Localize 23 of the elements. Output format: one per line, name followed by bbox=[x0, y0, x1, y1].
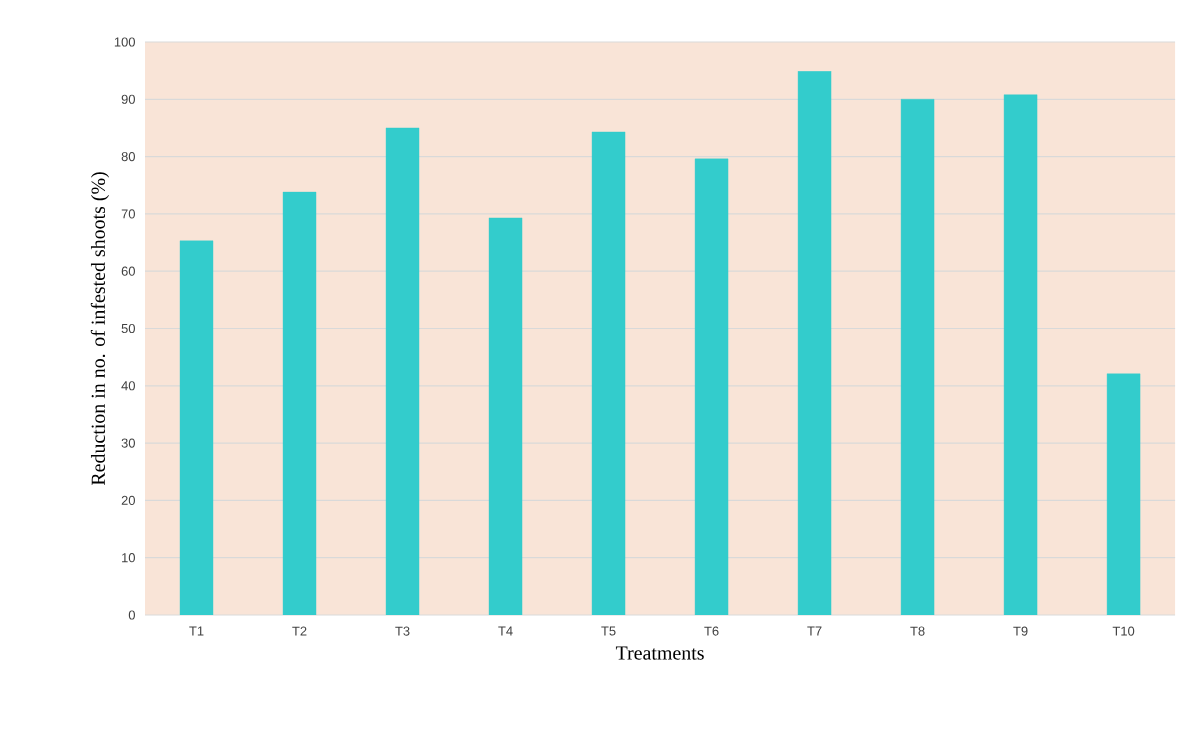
x-tick-label: T3 bbox=[395, 626, 410, 636]
y-tick-label: 10 bbox=[122, 553, 135, 563]
x-tick-label: T1 bbox=[189, 626, 204, 636]
y-tick-label: 0 bbox=[128, 610, 135, 620]
x-tick-label: T5 bbox=[601, 626, 616, 636]
y-tick-label: 20 bbox=[121, 495, 135, 505]
y-tick-label: 50 bbox=[121, 323, 135, 334]
x-tick-label: T4 bbox=[498, 626, 513, 636]
y-tick-label: 30 bbox=[121, 438, 135, 448]
x-tick-label: T7 bbox=[807, 626, 822, 636]
y-tick-label: 100 bbox=[114, 37, 135, 47]
x-tick-label: T10 bbox=[1112, 626, 1135, 636]
x-tick-label: T8 bbox=[910, 626, 925, 636]
y-tick-label: 70 bbox=[121, 209, 135, 219]
x-tick-label: T2 bbox=[292, 626, 307, 636]
y-tick-label: 80 bbox=[121, 151, 135, 162]
x-tick-label: T9 bbox=[1013, 626, 1028, 636]
x-tick-label: T6 bbox=[704, 626, 719, 636]
y-tick-label: 90 bbox=[121, 94, 135, 104]
x-axis-title: Treatments bbox=[615, 646, 704, 660]
y-tick-label: 40 bbox=[121, 381, 135, 391]
y-tick-label: 60 bbox=[121, 266, 135, 276]
y-axis-title: Reduction in no. of infested shoots (%) bbox=[90, 172, 110, 486]
